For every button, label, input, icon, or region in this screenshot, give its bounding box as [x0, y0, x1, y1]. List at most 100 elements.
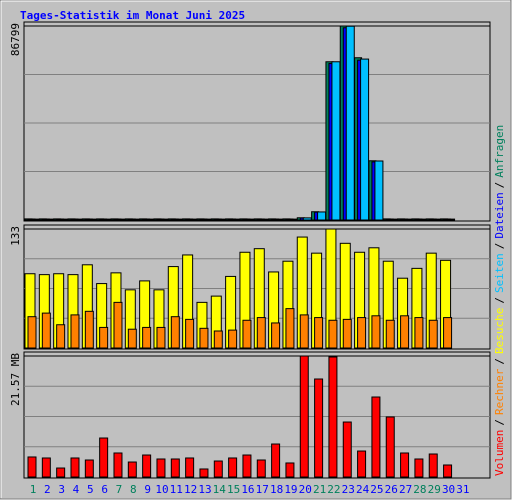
- bar: [73, 218, 83, 221]
- bar: [41, 457, 51, 478]
- x-tick-label: 21: [313, 483, 326, 496]
- bar: [400, 315, 410, 349]
- x-tick-label: 16: [241, 483, 254, 496]
- bar: [44, 218, 54, 221]
- bar: [242, 319, 252, 349]
- bar: [314, 317, 324, 349]
- x-tick-label: 29: [428, 483, 441, 496]
- bar: [417, 218, 427, 221]
- legend-separator: /: [493, 297, 506, 304]
- bar: [56, 324, 66, 349]
- bar: [443, 464, 453, 478]
- bar: [113, 452, 123, 478]
- x-tick-label: 5: [87, 483, 94, 496]
- x-tick-label: 7: [116, 483, 123, 496]
- bar: [185, 457, 195, 478]
- bar: [388, 218, 398, 221]
- bar: [199, 468, 209, 478]
- legend-entry: Seiten: [493, 253, 506, 293]
- legend-entry: Volumen: [493, 430, 506, 476]
- bar: [159, 218, 169, 221]
- x-tick-label: 22: [327, 483, 340, 496]
- bar: [41, 312, 51, 349]
- y-tick-label: 133: [9, 226, 22, 246]
- bar: [285, 308, 295, 349]
- bar: [27, 316, 37, 349]
- x-tick-label: 31: [456, 483, 469, 496]
- bar: [228, 329, 238, 349]
- bar: [428, 453, 438, 478]
- bar: [328, 356, 338, 478]
- x-tick-label: 8: [130, 483, 137, 496]
- legend-entry: Besuche: [493, 308, 506, 354]
- bar: [331, 61, 341, 221]
- bar: [202, 218, 212, 221]
- bar: [188, 218, 198, 221]
- bar: [142, 326, 152, 349]
- x-tick-label: 11: [170, 483, 183, 496]
- bar: [403, 218, 413, 221]
- x-tick-label: 4: [73, 483, 80, 496]
- x-tick-label: 28: [413, 483, 426, 496]
- x-tick-label: 6: [101, 483, 108, 496]
- y-tick-label: 86799: [9, 23, 22, 56]
- bar: [113, 301, 123, 349]
- bar: [231, 218, 241, 221]
- legend-entry: Anfragen: [493, 125, 506, 178]
- bar: [216, 218, 226, 221]
- bar: [328, 319, 338, 349]
- bar: [274, 218, 284, 221]
- bar: [357, 317, 367, 349]
- x-tick-label: 15: [227, 483, 240, 496]
- bar: [374, 160, 384, 221]
- x-tick-label: 26: [385, 483, 398, 496]
- bar: [271, 322, 281, 349]
- x-tick-label: 13: [198, 483, 211, 496]
- bar: [271, 443, 281, 478]
- bar: [428, 319, 438, 349]
- bar: [385, 319, 395, 349]
- x-tick-label: 27: [399, 483, 412, 496]
- x-tick-label: 25: [370, 483, 383, 496]
- x-tick-label: 30: [442, 483, 455, 496]
- legend: Volumen / Rechner / Besuche / Seiten / Dateien / A…: [493, 125, 506, 476]
- y-tick-label: 21.57 MB: [9, 353, 22, 406]
- bar: [213, 460, 223, 478]
- bar: [84, 459, 94, 478]
- legend-entry: Rechner: [493, 368, 506, 415]
- x-tick-label: 18: [270, 483, 283, 496]
- bar: [446, 218, 456, 221]
- bar: [56, 467, 66, 478]
- bar: [288, 218, 298, 221]
- bar: [99, 437, 109, 478]
- bar: [228, 457, 238, 478]
- bar: [84, 310, 94, 349]
- x-tick-label: 20: [299, 483, 312, 496]
- bar: [70, 314, 80, 349]
- x-tick-label: 1: [30, 483, 37, 496]
- bar: [30, 218, 40, 221]
- bar: [345, 25, 355, 221]
- bar: [127, 461, 137, 478]
- chart-title: Tages-Statistik im Monat Juni 2025: [20, 9, 245, 22]
- bar: [385, 416, 395, 478]
- bar: [27, 456, 37, 478]
- bar: [116, 218, 126, 221]
- legend-separator: /: [493, 182, 506, 189]
- bar: [130, 218, 140, 221]
- x-tick-label: 3: [58, 483, 65, 496]
- bar: [317, 211, 327, 221]
- legend-separator: /: [493, 419, 506, 426]
- bar: [59, 218, 69, 221]
- bar: [443, 317, 453, 349]
- bar: [142, 454, 152, 478]
- x-tick-label: 12: [184, 483, 197, 496]
- x-tick-label: 19: [284, 483, 297, 496]
- bar: [170, 458, 180, 478]
- legend-entry: Dateien: [493, 192, 506, 238]
- bar: [259, 218, 269, 221]
- bar: [245, 218, 255, 221]
- x-tick-label: 2: [44, 483, 51, 496]
- bar: [213, 330, 223, 349]
- bar: [87, 218, 97, 221]
